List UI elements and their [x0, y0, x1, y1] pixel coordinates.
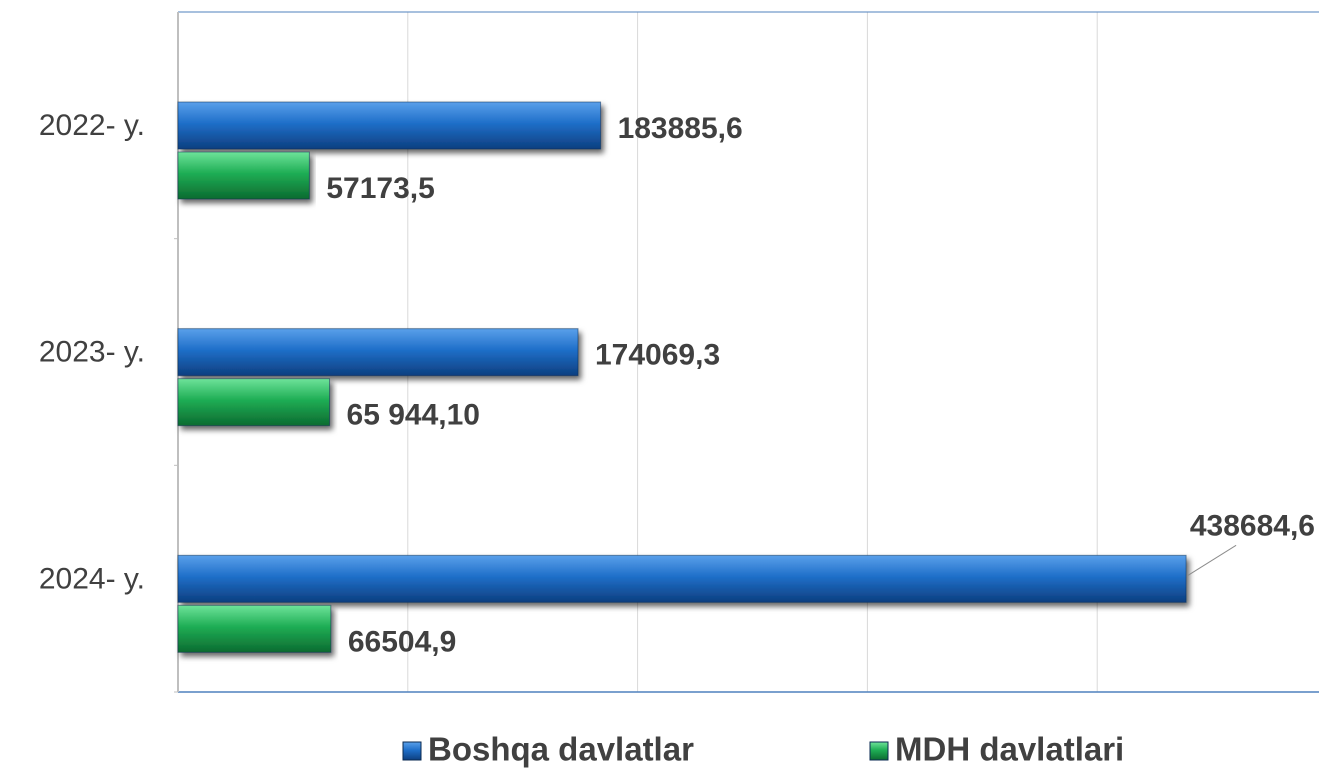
bar: [177, 328, 579, 377]
y-tick-label: 2023- y.: [39, 336, 145, 369]
bar: [177, 378, 331, 427]
value-label: 174069,3: [595, 339, 720, 372]
value-label: 183885,6: [618, 112, 743, 145]
legend-swatch: [869, 741, 889, 761]
bar: [177, 604, 332, 653]
bar: [177, 101, 602, 150]
value-label: 57173,5: [326, 172, 434, 205]
value-label: 438684,6: [1190, 509, 1315, 542]
y-tick-label: 2022- y.: [39, 109, 145, 142]
legend-label: MDH davlatlari: [895, 731, 1124, 768]
legend-swatch: [402, 741, 422, 761]
legend-label: Boshqa davlatlar: [428, 731, 694, 768]
bar: [177, 151, 310, 200]
value-label: 65 944,10: [347, 399, 480, 432]
leader-line: [1187, 544, 1237, 576]
bar: [177, 554, 1187, 603]
y-tick-label: 2024- y.: [39, 562, 145, 595]
value-label: 66504,9: [348, 625, 456, 658]
